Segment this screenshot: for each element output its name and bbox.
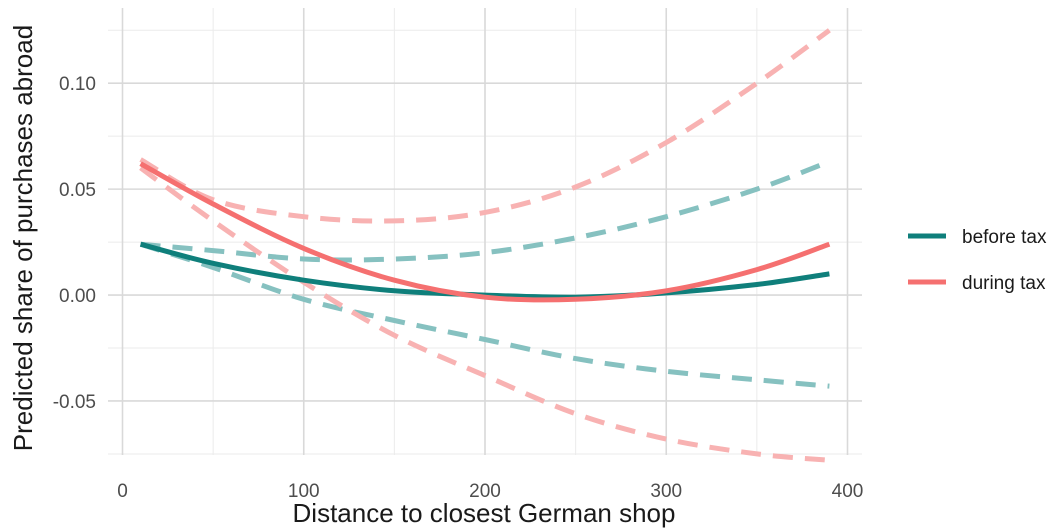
y-tick-label: 0.05	[59, 180, 96, 201]
x-tick-label: 100	[288, 481, 320, 502]
y-axis-title: Predicted share of purchases abroad	[8, 25, 38, 451]
y-tick-label: 0.10	[59, 74, 96, 95]
during-tax-ci-lower	[139, 165, 830, 463]
x-tick-label: 0	[117, 481, 128, 502]
before-tax-ci-lower	[139, 241, 830, 389]
legend-label-before-tax: before tax	[962, 227, 1047, 248]
legend: before tax during tax	[908, 227, 1047, 294]
y-tick-label: -0.05	[53, 392, 96, 413]
y-tick-label: 0.00	[59, 286, 96, 307]
x-tick-label: 300	[650, 481, 682, 502]
x-axis-title: Distance to closest German shop	[293, 498, 676, 528]
series-lines	[139, 161, 831, 303]
before-tax-ci-upper	[140, 159, 831, 263]
legend-label-during-tax: during tax	[962, 273, 1046, 294]
during-tax-line	[139, 161, 831, 303]
x-tick-label: 200	[469, 481, 501, 502]
tick-labels: 0 100 200 300 400 -0.05 0.00 0.05 0.10	[53, 74, 864, 502]
x-tick-label: 400	[832, 481, 864, 502]
grid	[108, 8, 862, 455]
during-tax-ci-upper	[139, 28, 831, 224]
confidence-bands	[139, 28, 831, 463]
